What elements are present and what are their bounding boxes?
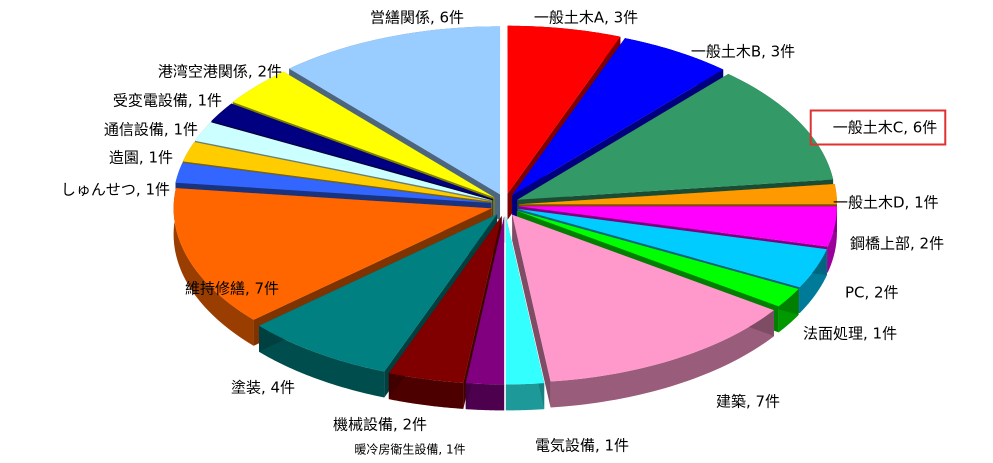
slice-side — [465, 383, 505, 411]
slice — [182, 142, 492, 202]
slice — [465, 216, 505, 385]
slice — [507, 25, 621, 194]
data-label: PC, 2件 — [845, 284, 899, 302]
data-label: 一般土木B, 3件 — [691, 43, 795, 61]
slice-side-shade — [259, 325, 385, 398]
data-label: 一般土木A, 3件 — [534, 9, 638, 27]
slice — [518, 209, 827, 288]
data-label: 維持修繕, 7件 — [185, 280, 279, 298]
slice-side-shade — [505, 383, 545, 411]
highlight-box — [809, 109, 947, 146]
data-label: 暖冷房衛生設備, 1件 — [354, 442, 465, 457]
slice — [512, 38, 724, 196]
slice — [505, 216, 545, 385]
slice — [512, 214, 774, 382]
slice-side — [550, 310, 774, 408]
slice — [518, 206, 837, 247]
slice-side — [173, 188, 254, 346]
slice-side-shade — [388, 373, 464, 409]
slice — [175, 162, 492, 203]
slice — [259, 214, 498, 372]
slice-side-shade — [173, 188, 254, 346]
data-label: 一般土木D, 1件 — [833, 194, 939, 212]
slice-edge-shade — [512, 214, 551, 408]
slice-side — [388, 373, 464, 409]
slice — [211, 103, 494, 200]
data-label: 電気設備, 1件 — [535, 437, 629, 455]
data-label: 塗装, 4件 — [231, 379, 295, 397]
slice — [518, 184, 837, 205]
data-label: 建築, 7件 — [716, 393, 780, 411]
slice-side-shade — [465, 383, 505, 411]
data-label: 鋼橋上部, 2件 — [850, 235, 944, 253]
slice-side — [827, 206, 837, 273]
data-label: 通信設備, 1件 — [104, 121, 198, 139]
slice-side-shade — [827, 206, 837, 273]
data-label: 法面処理, 1件 — [803, 325, 897, 343]
data-label: 港湾空港関係, 2件 — [158, 63, 282, 81]
slice — [194, 122, 493, 201]
slice-side — [505, 383, 545, 411]
data-label: しゅんせつ, 1件 — [61, 181, 170, 199]
slice — [516, 210, 799, 307]
slice — [232, 71, 495, 198]
slice — [173, 188, 492, 320]
data-label: 受変電設備, 1件 — [113, 92, 222, 110]
data-label: 一般土木C, 6件 — [833, 119, 938, 137]
slice — [517, 73, 834, 200]
data-label: 機械設備, 2件 — [333, 416, 427, 434]
slice-side — [259, 325, 385, 398]
slice — [388, 216, 502, 383]
slice-side-shade — [550, 310, 774, 408]
data-label: 造園, 1件 — [109, 149, 173, 167]
slice — [289, 26, 501, 195]
data-label: 営繕関係, 6件 — [370, 9, 464, 27]
